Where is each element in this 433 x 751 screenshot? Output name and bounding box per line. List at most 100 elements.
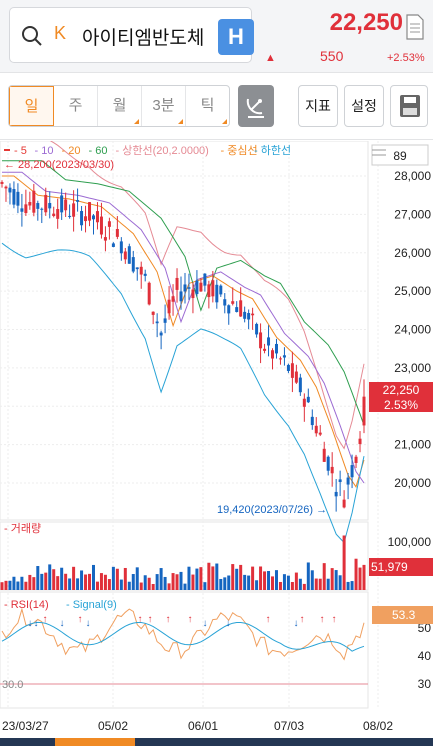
candle-body	[48, 202, 52, 209]
legend-item: - 10	[35, 145, 54, 157]
candle-body	[330, 466, 334, 474]
volume-bar	[259, 566, 263, 590]
date-label: 07/03	[274, 719, 304, 733]
volume-bar	[306, 562, 310, 590]
volume-bar	[219, 578, 223, 590]
volume-bar	[163, 576, 167, 590]
market-mark: K	[54, 23, 67, 43]
volume-bar	[143, 575, 147, 590]
volume-bar	[155, 574, 159, 590]
candle-body	[358, 438, 362, 445]
candle-body	[84, 216, 88, 222]
stock-search-box[interactable]: K 아이티엠반도체 H	[9, 7, 254, 63]
volume-bar	[4, 580, 8, 590]
tab-period-1[interactable]: 주	[54, 86, 98, 126]
volume-bar	[271, 576, 275, 590]
volume-bar	[48, 564, 52, 590]
volume-bar	[123, 567, 127, 590]
chart-canvas[interactable]: ↓ ↓ ↑ ↓ ↑ ↓ ↑ ↑ ↑ ↑ ↓ ↓ ↑ ↓ ↑ ↑ ↑ 28,00027,00026,00025,0…	[0, 125, 433, 746]
tab-period-4[interactable]: 틱	[186, 86, 229, 126]
date-label: 23/03/27	[2, 719, 49, 733]
volume-bar	[350, 581, 354, 590]
candle-body	[338, 479, 342, 483]
candle-body	[274, 343, 278, 354]
buy-signal-arrow: ↑	[138, 614, 143, 625]
rsi-label: - RSI(14)	[4, 599, 49, 611]
volume-bar	[199, 567, 203, 590]
candle-body	[119, 241, 123, 254]
volume-bar	[183, 583, 187, 590]
candle-body	[80, 210, 84, 226]
stock-badge[interactable]: H	[218, 19, 254, 55]
price-axis-label: 28,000	[394, 169, 431, 183]
candle-body	[115, 228, 119, 237]
indicator-button[interactable]: 지표	[298, 85, 338, 127]
candle-body	[56, 209, 60, 219]
candle-body	[123, 251, 127, 260]
candle-body	[88, 202, 92, 221]
rsi-tag	[372, 606, 433, 624]
stock-name[interactable]: 아이티엠반도체	[82, 28, 205, 49]
stock-chart[interactable]: ↓ ↓ ↑ ↓ ↑ ↓ ↑ ↑ ↑ ↑ ↓ ↓ ↑ ↓ ↑ ↑ ↑ 28,000 27,000 26,000 25,0…	[0, 125, 433, 746]
panel-frame	[0, 591, 369, 709]
candle-body	[298, 377, 302, 393]
volume-bar	[16, 581, 20, 590]
settings-button[interactable]: 설정	[344, 85, 384, 127]
candle-body	[290, 363, 294, 378]
volume-bar	[135, 567, 139, 590]
volume-bar	[40, 573, 44, 590]
rsi-axis-label: 50	[418, 621, 432, 635]
buy-signal-arrow: ↑	[320, 614, 325, 625]
legend-item: - 중심선	[221, 144, 258, 157]
candle-body	[207, 284, 211, 298]
candle-body	[68, 215, 72, 217]
volume-bar	[139, 582, 143, 590]
candle-body	[95, 211, 99, 223]
price-axis-label: 21,000	[394, 438, 431, 452]
candle-body	[12, 189, 16, 205]
candle-body	[267, 337, 271, 346]
panel-frame	[0, 140, 369, 521]
candle-body	[318, 432, 322, 435]
volume-bar	[191, 574, 195, 590]
candle-body	[219, 285, 223, 295]
volume-bar	[76, 578, 80, 590]
candle-body	[235, 307, 239, 312]
chart-tool-button[interactable]	[238, 85, 274, 127]
search-icon[interactable]	[20, 24, 44, 48]
volume-bar	[32, 577, 36, 590]
document-icon[interactable]	[405, 14, 425, 40]
volume-bar	[239, 564, 243, 590]
volume-bar	[56, 576, 60, 590]
candle-body	[223, 299, 227, 306]
volume-bar	[231, 564, 235, 590]
sell-signal-arrow: ↓	[294, 618, 299, 629]
candle-body	[302, 398, 306, 407]
candle-body	[350, 465, 354, 478]
volume-bar	[179, 571, 183, 590]
save-button[interactable]	[390, 85, 428, 127]
candle-body	[4, 186, 8, 189]
candle-body	[64, 199, 68, 211]
volume-bar	[314, 578, 318, 590]
change-percent: +2.53%	[387, 52, 425, 64]
tab-period-2[interactable]: 월	[98, 86, 142, 126]
candle-body	[99, 216, 103, 235]
candle-body	[179, 291, 183, 302]
volume-bar	[243, 574, 247, 590]
candle-body	[103, 237, 107, 241]
volume-bar	[330, 568, 334, 590]
price-axis-label: 27,000	[394, 207, 431, 221]
tab-period-0[interactable]: 일	[9, 86, 54, 126]
high-price-note: ← 28,200(2023/03/30)	[4, 159, 114, 171]
bollinger-lower-line	[1, 242, 365, 544]
volume-bar	[167, 583, 171, 590]
volume-bar	[195, 568, 199, 590]
candle-body	[326, 456, 330, 471]
candle-body	[322, 448, 326, 462]
buy-signal-arrow: ↑	[266, 614, 271, 625]
volume-bar	[147, 577, 151, 590]
volume-bar	[60, 567, 64, 590]
candle-body	[286, 364, 290, 371]
tab-period-3[interactable]: 3분	[142, 86, 186, 126]
